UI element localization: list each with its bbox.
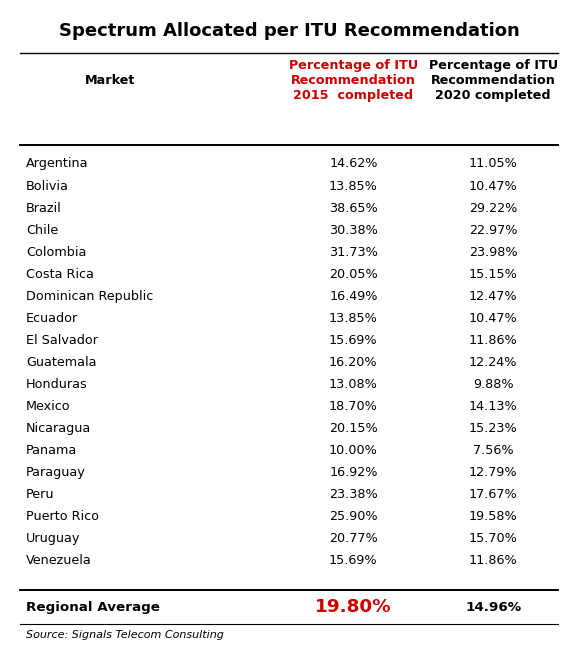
Text: Panama: Panama (26, 444, 77, 457)
Text: Percentage of ITU
Recommendation
2015  completed: Percentage of ITU Recommendation 2015 co… (289, 59, 418, 102)
Text: 17.67%: 17.67% (469, 488, 518, 501)
Text: Colombia: Colombia (26, 246, 86, 259)
Text: Puerto Rico: Puerto Rico (26, 510, 99, 523)
Text: 11.86%: 11.86% (469, 334, 518, 347)
Text: 12.47%: 12.47% (469, 290, 517, 303)
Text: 11.05%: 11.05% (469, 158, 518, 171)
Text: 29.22%: 29.22% (469, 201, 517, 215)
Text: Market: Market (85, 74, 135, 87)
Text: Brazil: Brazil (26, 201, 62, 215)
Text: Percentage of ITU
Recommendation
2020 completed: Percentage of ITU Recommendation 2020 co… (429, 59, 558, 102)
Text: 14.62%: 14.62% (329, 158, 377, 171)
Text: 15.15%: 15.15% (469, 267, 518, 281)
Text: 16.20%: 16.20% (329, 356, 377, 369)
Text: 10.00%: 10.00% (329, 444, 378, 457)
Text: 20.05%: 20.05% (329, 267, 378, 281)
Text: Paraguay: Paraguay (26, 466, 86, 479)
Text: 23.38%: 23.38% (329, 488, 378, 501)
Text: Regional Average: Regional Average (26, 600, 160, 613)
Text: 19.80%: 19.80% (315, 598, 392, 616)
Text: Guatemala: Guatemala (26, 356, 97, 369)
Text: 19.58%: 19.58% (469, 510, 518, 523)
Text: 15.69%: 15.69% (329, 555, 377, 567)
Text: 31.73%: 31.73% (329, 246, 378, 259)
Text: 25.90%: 25.90% (329, 510, 377, 523)
Text: Costa Rica: Costa Rica (26, 267, 94, 281)
Text: 15.70%: 15.70% (469, 532, 518, 545)
Text: Chile: Chile (26, 224, 58, 237)
Text: 10.47%: 10.47% (469, 180, 518, 192)
Text: 16.92%: 16.92% (329, 466, 377, 479)
Text: 12.24%: 12.24% (469, 356, 517, 369)
Text: 11.86%: 11.86% (469, 555, 518, 567)
Text: 13.08%: 13.08% (329, 378, 378, 391)
Text: Argentina: Argentina (26, 158, 88, 171)
Text: Uruguay: Uruguay (26, 532, 80, 545)
Text: 30.38%: 30.38% (329, 224, 378, 237)
Text: 20.77%: 20.77% (329, 532, 378, 545)
Text: Source: Signals Telecom Consulting: Source: Signals Telecom Consulting (26, 630, 224, 640)
Text: Spectrum Allocated per ITU Recommendation: Spectrum Allocated per ITU Recommendatio… (58, 22, 520, 41)
Text: 13.85%: 13.85% (329, 312, 378, 325)
Text: 12.79%: 12.79% (469, 466, 517, 479)
Text: 10.47%: 10.47% (469, 312, 518, 325)
Text: 23.98%: 23.98% (469, 246, 517, 259)
Text: 14.13%: 14.13% (469, 400, 518, 413)
Text: Nicaragua: Nicaragua (26, 422, 91, 435)
Text: 15.69%: 15.69% (329, 334, 377, 347)
Text: Venezuela: Venezuela (26, 555, 92, 567)
Text: Bolivia: Bolivia (26, 180, 69, 192)
Text: 18.70%: 18.70% (329, 400, 378, 413)
Text: 22.97%: 22.97% (469, 224, 517, 237)
Text: 9.88%: 9.88% (473, 378, 514, 391)
Text: 7.56%: 7.56% (473, 444, 514, 457)
Text: 15.23%: 15.23% (469, 422, 518, 435)
Text: 14.96%: 14.96% (465, 600, 521, 613)
Text: 13.85%: 13.85% (329, 180, 378, 192)
Text: Mexico: Mexico (26, 400, 71, 413)
Text: Dominican Republic: Dominican Republic (26, 290, 153, 303)
Text: El Salvador: El Salvador (26, 334, 98, 347)
Text: 16.49%: 16.49% (329, 290, 377, 303)
Text: Peru: Peru (26, 488, 54, 501)
Text: Honduras: Honduras (26, 378, 88, 391)
Text: 20.15%: 20.15% (329, 422, 378, 435)
Text: Ecuador: Ecuador (26, 312, 78, 325)
Text: 38.65%: 38.65% (329, 201, 378, 215)
